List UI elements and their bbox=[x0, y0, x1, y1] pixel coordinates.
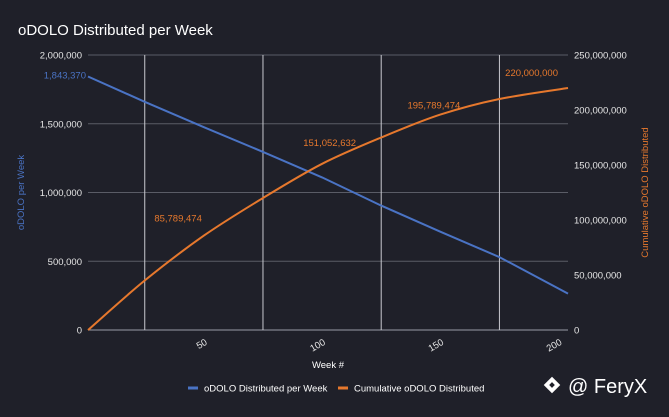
x-tick-label: 50 bbox=[195, 337, 210, 352]
y-right-tick-label: 0 bbox=[574, 326, 579, 337]
y-left-tick-label: 0 bbox=[77, 326, 82, 337]
series-line-cumulative bbox=[87, 87, 569, 331]
y-right-tick-label: 50,000,000 bbox=[574, 271, 622, 282]
y-right-tick-label: 100,000,000 bbox=[574, 216, 627, 227]
y-left-tick-label: 500,000 bbox=[48, 257, 82, 268]
x-tick-label: 200 bbox=[545, 337, 564, 354]
binance-diamond-icon bbox=[543, 376, 561, 394]
y-right-tick-label: 150,000,000 bbox=[574, 161, 627, 172]
y-axis-left-title: oDOLO per Week bbox=[16, 155, 27, 231]
legend-label: oDOLO Distributed per Week bbox=[204, 384, 328, 395]
data-label: 151,052,632 bbox=[303, 138, 356, 149]
y-right-tick-label: 250,000,000 bbox=[574, 51, 627, 62]
watermark-text: @ FeryX bbox=[568, 376, 647, 398]
legend-label: Cumulative oDOLO Distributed bbox=[354, 384, 484, 395]
chart-title: oDOLO Distributed per Week bbox=[18, 22, 213, 39]
data-label: 220,000,000 bbox=[505, 68, 558, 79]
x-tick-label: 100 bbox=[308, 337, 327, 354]
y-left-tick-label: 1,000,000 bbox=[40, 188, 82, 199]
x-axis-title: Week # bbox=[312, 360, 345, 371]
watermark: @ FeryX bbox=[543, 376, 647, 398]
data-label: 1,843,370 bbox=[44, 71, 86, 82]
series-line-weekly bbox=[87, 75, 569, 295]
x-tick-label: 150 bbox=[427, 337, 446, 354]
y-left-tick-label: 2,000,000 bbox=[40, 51, 82, 62]
y-left-tick-label: 1,500,000 bbox=[40, 119, 82, 130]
data-label: 85,789,474 bbox=[154, 214, 202, 225]
y-axis-right-title: Cumulative oDOLO Distributed bbox=[640, 127, 651, 257]
data-label: 195,789,474 bbox=[407, 101, 460, 112]
y-right-tick-label: 200,000,000 bbox=[574, 106, 627, 117]
